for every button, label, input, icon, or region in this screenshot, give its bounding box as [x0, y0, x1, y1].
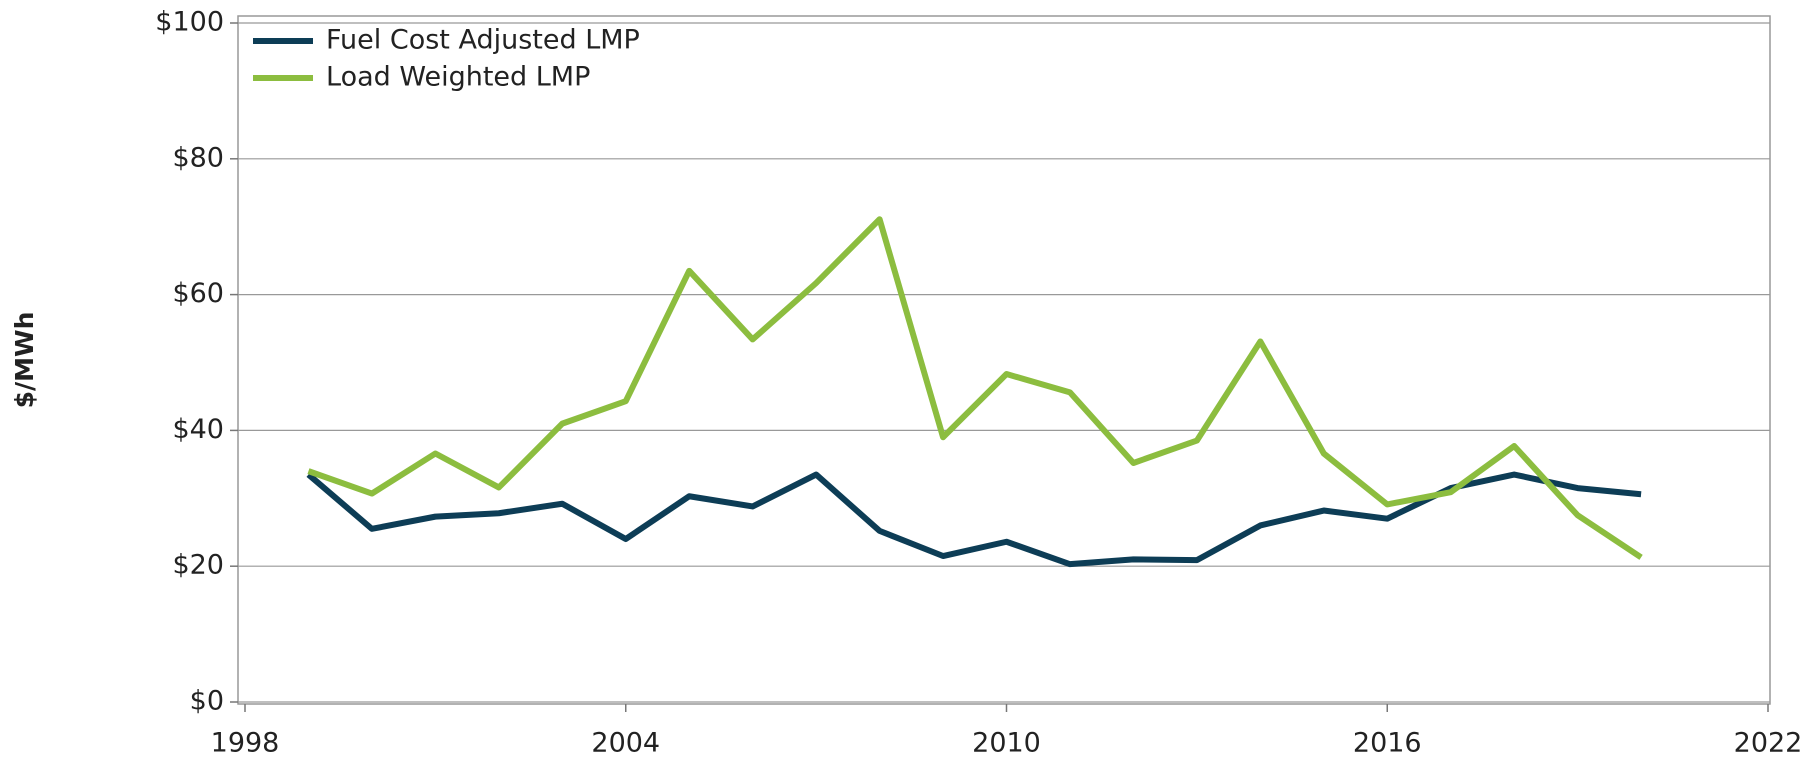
y-tick-label: $40	[172, 414, 224, 445]
y-tick-label: $20	[172, 550, 224, 581]
x-tick-label: 1998	[211, 728, 280, 759]
y-tick-label: $0	[190, 686, 224, 717]
x-tick-label: 2004	[591, 728, 660, 759]
y-tick-label: $60	[172, 278, 224, 309]
plot-frame	[237, 15, 1771, 705]
x-tick-label: 2016	[1353, 728, 1422, 759]
x-tick-label: 2022	[1734, 728, 1803, 759]
legend-label: Fuel Cost Adjusted LMP	[326, 25, 640, 56]
line-series	[306, 471, 1642, 568]
line-series	[307, 216, 1643, 560]
y-tick-label: $100	[155, 7, 224, 38]
y-tick-label: $80	[172, 142, 224, 173]
x-tick-label: 2010	[972, 728, 1041, 759]
y-axis-label: $/MWh	[10, 312, 39, 409]
legend-label: Load Weighted LMP	[326, 62, 590, 93]
